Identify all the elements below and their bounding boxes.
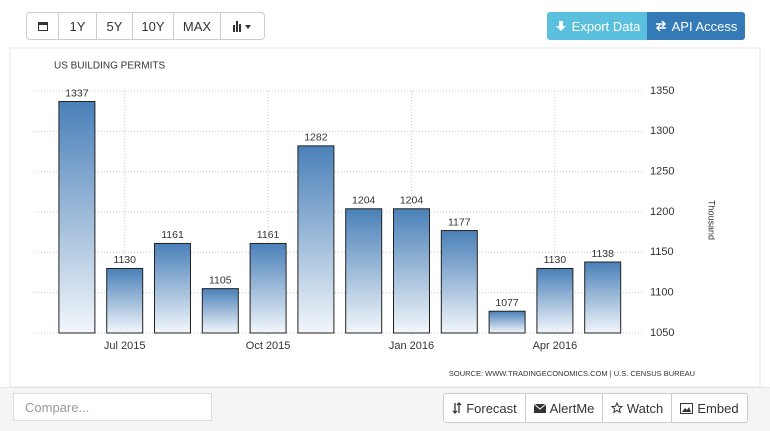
data-label: 1204 [400,195,424,207]
watch-button[interactable]: Watch [602,393,672,423]
bar [393,208,430,334]
export-label: Export Data [571,18,641,34]
data-label: 1130 [544,254,567,266]
data-label: 1161 [257,229,280,241]
bar [488,310,526,334]
calendar-icon [37,22,48,31]
bar [154,242,191,334]
chart-title: US BUILDING PERMITS [54,61,165,72]
bar [201,288,239,334]
y-tick-label: 1200 [650,206,674,218]
button-label: AlertMe [549,400,595,416]
button-label: Embed [697,400,739,416]
bar [345,208,383,334]
y-tick-label: 1050 [650,327,674,339]
y-tick-label: 1300 [650,125,674,137]
star-icon [610,402,623,414]
x-tick-label: Oct 2015 [246,340,291,352]
y-tick-label: 1250 [650,166,674,178]
range-label: MAX [182,18,212,34]
chart-type-icon [232,21,251,32]
api-button[interactable]: API Access [647,12,745,40]
range-label: 5Y [106,18,123,34]
range-button[interactable]: 5Y [96,12,133,40]
range-label: 1Y [69,18,86,34]
x-tick-label: Apr 2016 [533,340,578,352]
range-button[interactable]: 1Y [58,12,97,40]
download-icon [555,21,566,31]
image-icon [680,402,694,414]
data-label: 1130 [113,254,136,266]
data-label: 1077 [495,297,519,309]
y-tick-label: 1100 [650,287,674,299]
button-label: Forecast [466,400,517,416]
bar [440,230,478,334]
data-label: 1161 [161,229,184,241]
x-tick-label: Jul 2015 [104,340,146,352]
sort-icon [452,402,462,414]
bar [297,145,335,334]
data-label: 1138 [591,248,614,260]
bar [536,267,574,334]
data-label: 1282 [304,132,328,144]
x-tick-label: Jan 2016 [389,340,434,352]
export-button[interactable]: Export Data [547,12,648,40]
y-tick-label: 1350 [650,85,674,97]
range-label: 10Y [141,18,165,34]
range-button[interactable]: 10Y [132,12,174,40]
y-axis-label: Thousand [707,200,717,240]
chart-type-button[interactable] [220,12,265,40]
embed-button[interactable]: Embed [671,393,748,423]
calendar-button[interactable] [26,12,59,40]
mail-icon [533,403,546,413]
button-label: Watch [626,400,664,416]
data-label: 1204 [352,195,376,207]
bar [584,261,622,334]
data-label: 1177 [448,216,471,228]
chart-panel [9,47,761,388]
footer: Compare... Forecast AlertMe Watch Embed [0,387,770,431]
source: SOURCE: WWW.TRADINGECONOMICS.COM | U.S. … [449,369,695,378]
api-label: API Access [671,18,738,34]
compare-input[interactable]: Compare... [13,393,212,421]
bar [106,267,144,334]
forecast-button[interactable]: Forecast [443,393,526,423]
data-label: 1105 [209,274,232,286]
range-button[interactable]: MAX [173,12,221,40]
data-label: 1337 [65,87,89,99]
bar [249,242,287,334]
bar [58,100,96,334]
compare-placeholder: Compare... [25,400,90,415]
y-tick-label: 1150 [650,246,674,258]
swap-icon [655,20,666,32]
alert-button[interactable]: AlertMe [525,393,603,423]
